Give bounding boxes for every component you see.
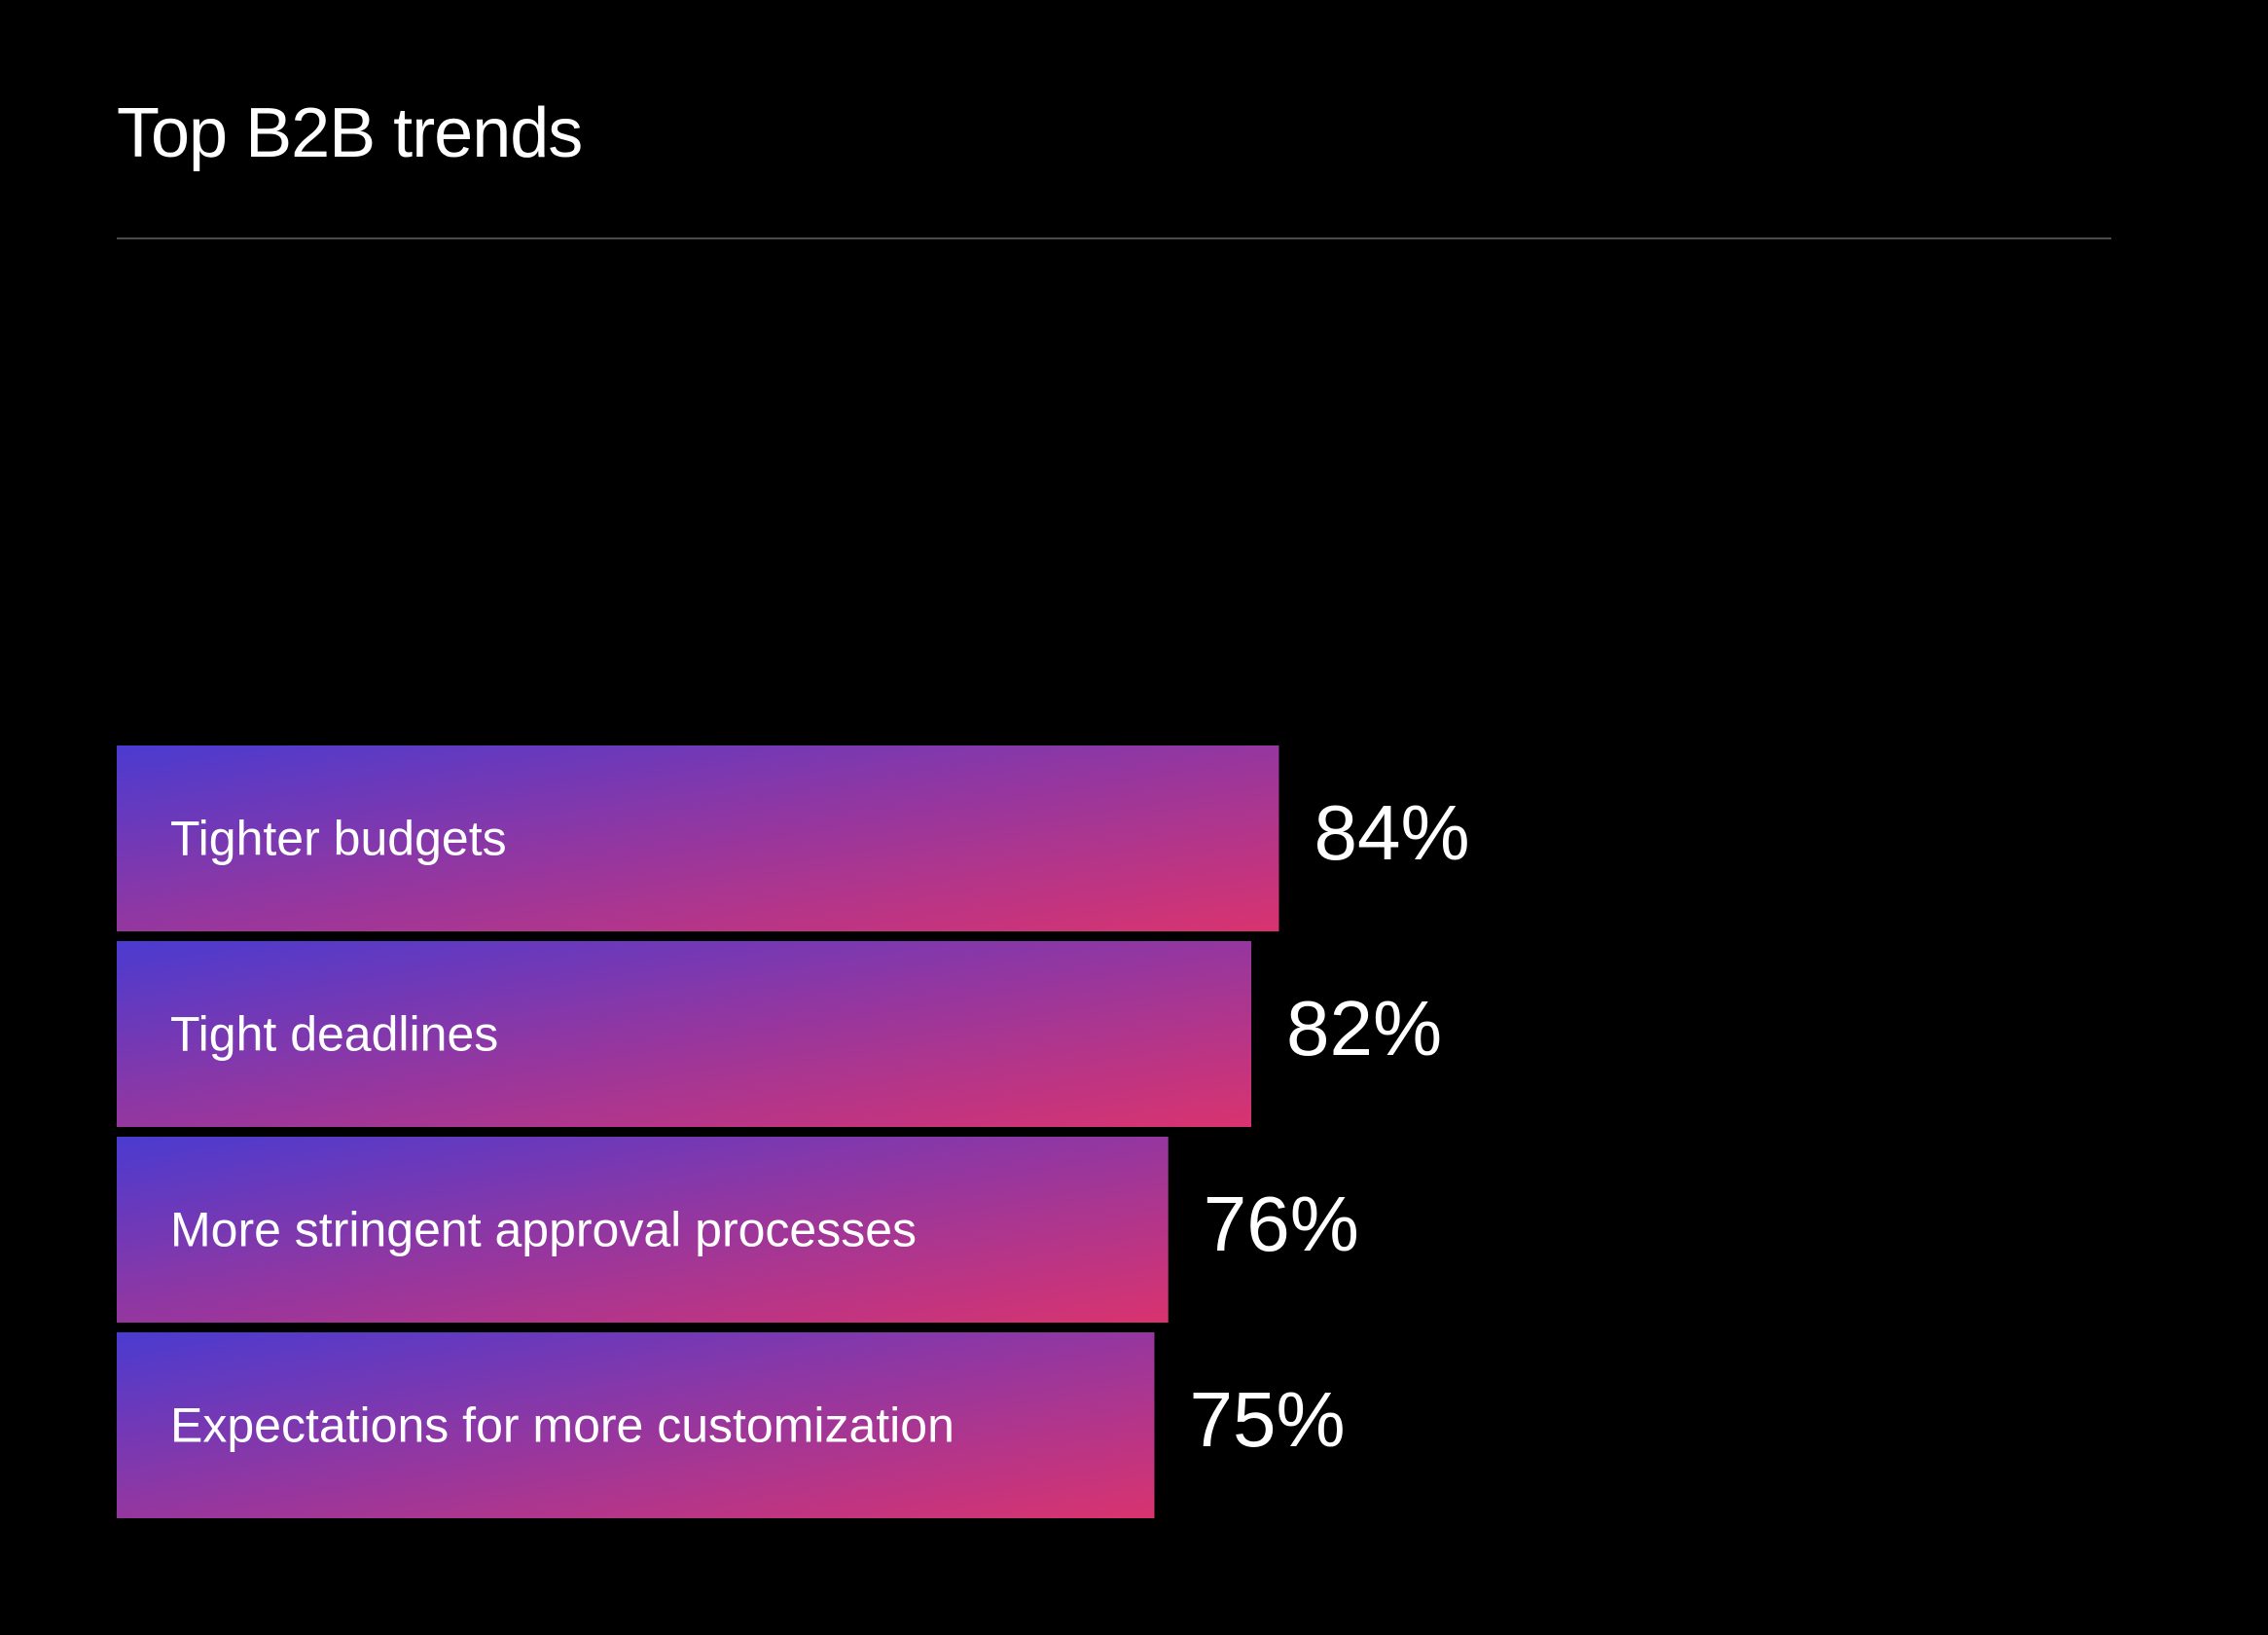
bar-2 — [117, 1137, 1169, 1323]
bar-1 — [117, 941, 1252, 1127]
bar-category-label: Tighter budgets — [170, 812, 507, 866]
bar-value-label: 82% — [1286, 985, 1442, 1072]
bar-category-label: More stringent approval processes — [170, 1203, 917, 1257]
chart-title: Top B2B trends — [117, 94, 583, 172]
bar-value-label: 84% — [1314, 789, 1469, 876]
bar-3 — [117, 1332, 1155, 1518]
bar-category-label: Expectations for more customization — [170, 1399, 954, 1453]
bar-category-label: Tight deadlines — [170, 1007, 498, 1062]
bar-0 — [117, 745, 1279, 931]
title-divider — [117, 237, 2111, 239]
bar-value-label: 76% — [1204, 1181, 1359, 1267]
bars-group: Tighter budgets 84% Tight deadlines 82% More… — [117, 745, 1470, 1518]
bar-value-label: 75% — [1190, 1376, 1346, 1463]
